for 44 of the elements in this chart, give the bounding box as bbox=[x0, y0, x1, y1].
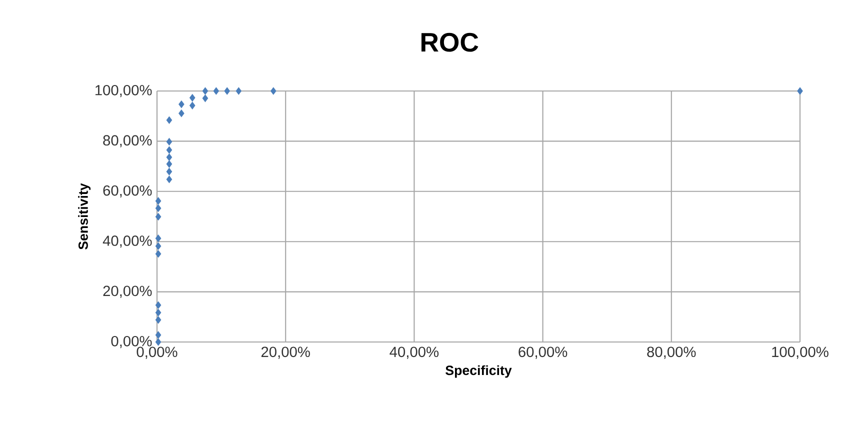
point bbox=[155, 301, 162, 309]
point bbox=[166, 138, 172, 146]
point bbox=[155, 213, 162, 220]
point bbox=[166, 160, 172, 168]
chart-title: ROC bbox=[421, 32, 478, 52]
y-tick-label: 60,00% bbox=[103, 185, 152, 198]
x-tick-label: 60,00% bbox=[518, 346, 568, 359]
point bbox=[155, 316, 162, 324]
point bbox=[155, 250, 162, 258]
y-tick-label: 80,00% bbox=[103, 135, 152, 148]
y-tick-label: 40,00% bbox=[102, 236, 152, 248]
point bbox=[166, 146, 172, 154]
point bbox=[155, 197, 162, 205]
point bbox=[270, 87, 276, 95]
point bbox=[224, 87, 230, 95]
x-tick-label: 20,00% bbox=[261, 346, 310, 359]
point bbox=[797, 87, 803, 95]
point bbox=[178, 100, 184, 108]
y-tick-label: 100,00% bbox=[96, 84, 152, 98]
point bbox=[155, 338, 162, 346]
point bbox=[166, 176, 172, 184]
point bbox=[190, 94, 196, 102]
x-tick-label: 80,00% bbox=[647, 346, 696, 359]
point bbox=[202, 94, 208, 102]
y-tick-label: 20,00% bbox=[103, 286, 152, 298]
x-axis-title: Specificity bbox=[446, 365, 512, 378]
point bbox=[155, 331, 162, 339]
point bbox=[155, 234, 162, 242]
point bbox=[213, 87, 220, 95]
point bbox=[236, 87, 242, 95]
point bbox=[178, 110, 184, 118]
x-tick-label: 100,00% bbox=[772, 346, 828, 359]
x-tick-label: 0,00% bbox=[136, 346, 178, 359]
point bbox=[166, 116, 172, 124]
y-axis-title: Sensitivity bbox=[78, 183, 91, 250]
point bbox=[155, 242, 162, 250]
point bbox=[202, 87, 208, 95]
point bbox=[190, 102, 196, 110]
y-tick-label: 0,00% bbox=[111, 336, 152, 348]
point bbox=[155, 204, 162, 212]
point bbox=[166, 168, 172, 176]
point bbox=[166, 154, 172, 162]
x-tick-label: 40,00% bbox=[390, 346, 439, 359]
point bbox=[155, 308, 162, 316]
